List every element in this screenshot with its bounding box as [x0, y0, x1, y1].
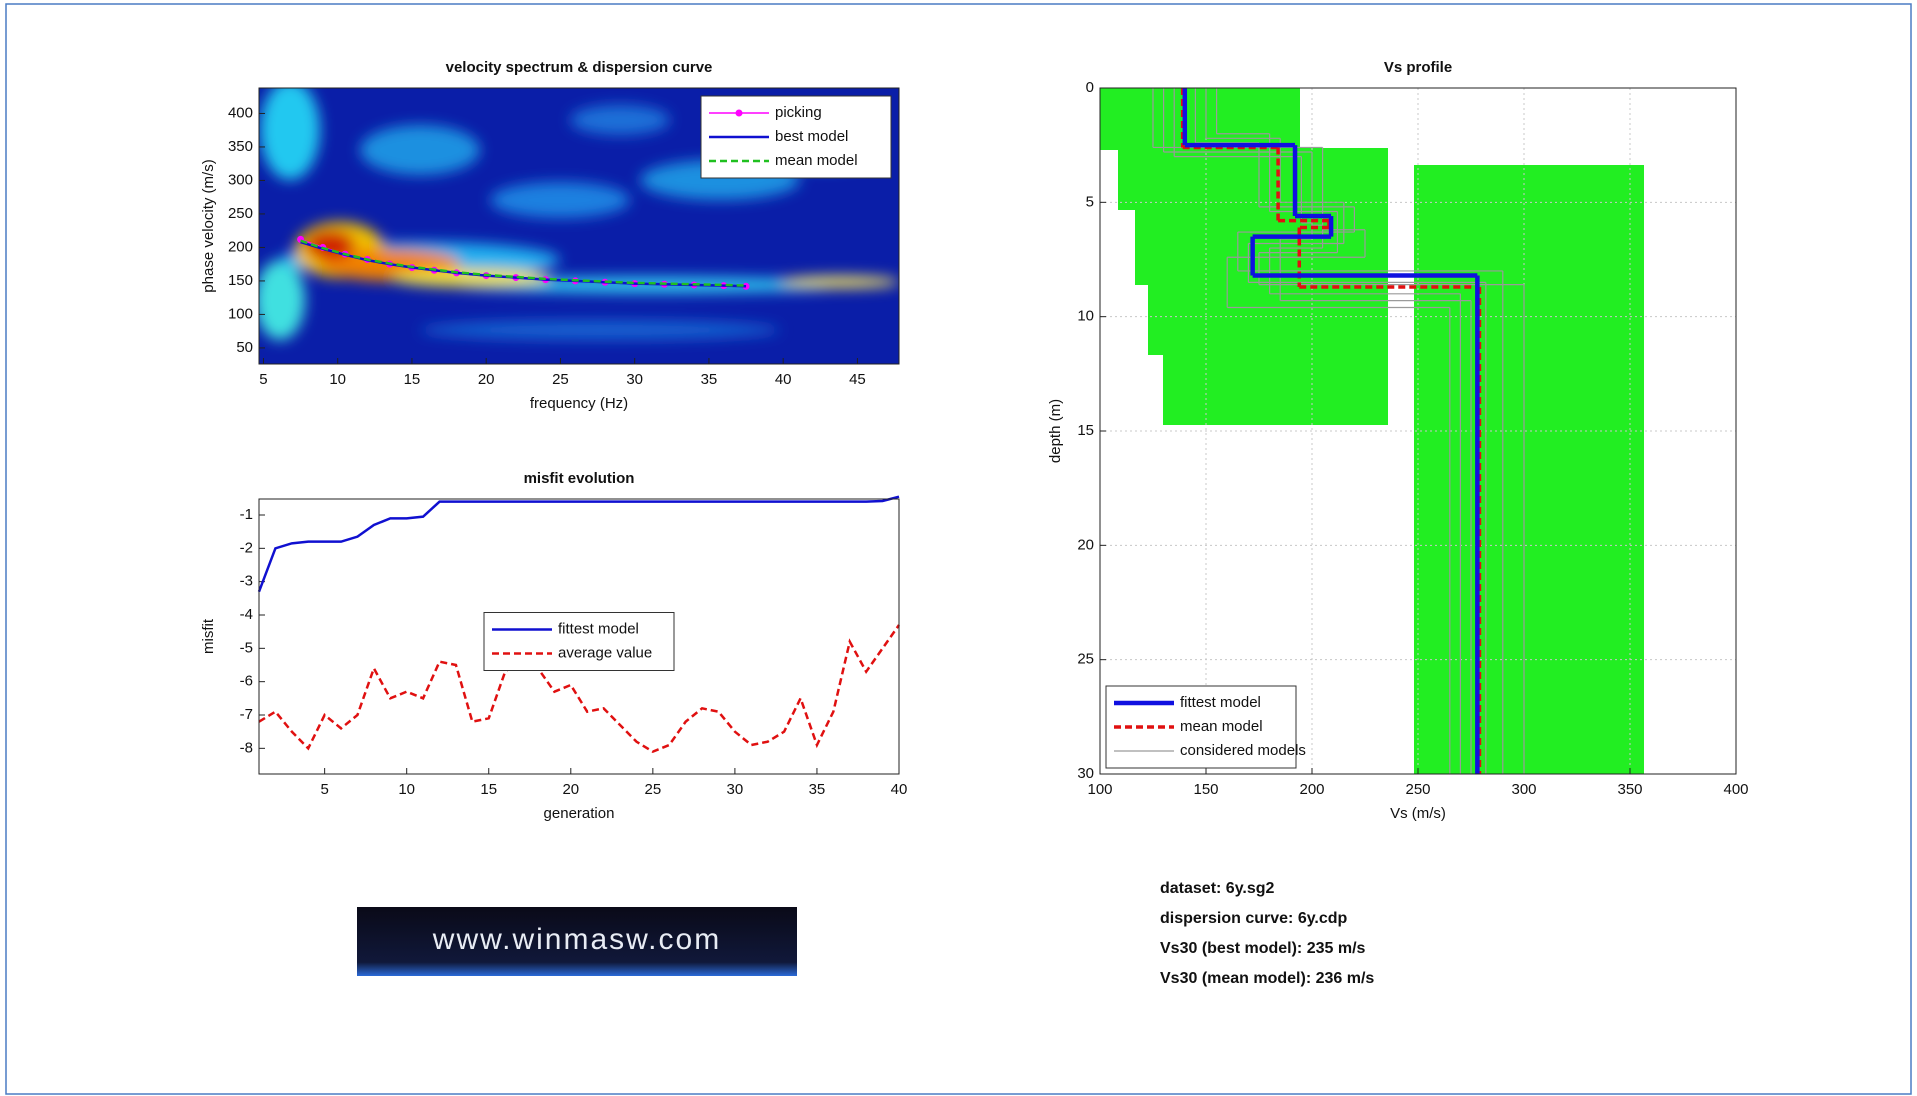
- y-tick-label: -4: [240, 606, 253, 623]
- y-tick-label: 300: [228, 171, 253, 188]
- info-block: dataset: 6y.sg2 dispersion curve: 6y.cdp…: [1160, 880, 1374, 987]
- legend-label: fittest model: [558, 620, 639, 637]
- x-axis-label: generation: [544, 805, 615, 822]
- logo: www.winmasw.com: [357, 907, 797, 976]
- x-tick-label: 40: [891, 781, 908, 798]
- y-tick-label: -8: [240, 739, 253, 756]
- x-tick-label: 25: [552, 371, 569, 388]
- x-tick-label: 100: [1087, 781, 1112, 798]
- y-tick-label: -7: [240, 706, 253, 723]
- y-tick-label: -6: [240, 673, 253, 690]
- y-axis-label: misfit: [200, 618, 217, 654]
- y-tick-label: 100: [228, 305, 253, 322]
- y-tick-label: -1: [240, 506, 253, 523]
- info-line: dispersion curve: 6y.cdp: [1160, 910, 1348, 927]
- x-tick-label: 200: [1299, 781, 1324, 798]
- search-space: [1100, 88, 1644, 774]
- series-line: [258, 624, 901, 754]
- x-tick-label: 300: [1511, 781, 1536, 798]
- chart-title: misfit evolution: [524, 470, 635, 487]
- legend-box: [483, 612, 675, 671]
- y-tick-label: 400: [228, 104, 253, 121]
- y-axis-label: depth (m): [1047, 399, 1064, 463]
- legend-marker: [735, 109, 743, 117]
- x-tick-label: 350: [1617, 781, 1642, 798]
- y-tick-label: -2: [240, 539, 253, 556]
- y-tick-label: 25: [1077, 651, 1094, 668]
- x-tick-label: 10: [398, 781, 415, 798]
- legend-label: considered models: [1180, 742, 1306, 759]
- x-tick-label: 25: [645, 781, 662, 798]
- legend-label: mean model: [1180, 718, 1263, 735]
- logo-text: www.winmasw.com: [432, 923, 721, 956]
- x-tick-label: 45: [849, 371, 866, 388]
- x-tick-label: 400: [1723, 781, 1748, 798]
- x-tick-label: 150: [1193, 781, 1218, 798]
- legend-label: average value: [558, 644, 652, 661]
- x-axis-label: Vs (m/s): [1390, 805, 1446, 822]
- plot-frame: [1099, 87, 1737, 775]
- chart: 5 10 15 20 25 30 35 40 45 50 100 150 200 250 300 350 400…: [200, 59, 900, 412]
- y-tick-label: 200: [228, 238, 253, 255]
- plot-frame: [258, 498, 900, 775]
- x-tick-label: 30: [727, 781, 744, 798]
- chart: 5 10 15 20 25 30 35 40 -8 -7 -6 -5 -4 -3 -2 -1 misfit ev…: [200, 470, 907, 822]
- x-tick-label: 5: [320, 781, 328, 798]
- x-tick-label: 40: [775, 371, 792, 388]
- legend-label: best model: [775, 128, 848, 145]
- y-tick-label: 350: [228, 138, 253, 155]
- y-tick-label: 10: [1077, 308, 1094, 325]
- x-axis-label: frequency (Hz): [530, 395, 628, 412]
- legend-label: picking: [775, 104, 822, 121]
- x-tick-label: 20: [562, 781, 579, 798]
- y-tick-label: 150: [228, 272, 253, 289]
- y-tick-label: 20: [1077, 536, 1094, 553]
- x-tick-label: 20: [478, 371, 495, 388]
- legend-label: mean model: [775, 152, 858, 169]
- series-line: [257, 495, 900, 593]
- chart-title: Vs profile: [1384, 59, 1452, 76]
- x-tick-label: 5: [259, 371, 267, 388]
- x-tick-label: 30: [626, 371, 643, 388]
- plot-frame: [258, 87, 900, 365]
- frame: [5, 3, 1912, 1095]
- info-line: Vs30 (best model): 235 m/s: [1160, 940, 1366, 957]
- series-line: [300, 239, 747, 287]
- chart: 100 150 200 250 300 350 400 0 5 10 15 20 25 30 Vs prof…: [1047, 59, 1749, 822]
- x-tick-label: 35: [809, 781, 826, 798]
- x-tick-label: 15: [480, 781, 497, 798]
- legend-label: fittest model: [1180, 694, 1261, 711]
- y-tick-label: 15: [1077, 422, 1094, 439]
- chart-title: velocity spectrum & dispersion curve: [446, 59, 713, 76]
- x-tick-label: 250: [1405, 781, 1430, 798]
- y-tick-label: 250: [228, 205, 253, 222]
- y-tick-label: 30: [1077, 765, 1094, 782]
- x-tick-label: 35: [701, 371, 718, 388]
- y-axis-label: phase velocity (m/s): [200, 159, 217, 292]
- y-tick-label: 5: [1086, 193, 1094, 210]
- info-line: Vs30 (mean model): 236 m/s: [1160, 970, 1374, 987]
- x-tick-label: 10: [329, 371, 346, 388]
- y-tick-label: -5: [240, 639, 253, 656]
- x-tick-label: 15: [404, 371, 421, 388]
- y-tick-label: 0: [1086, 79, 1094, 96]
- y-tick-label: 50: [236, 339, 253, 356]
- info-line: dataset: 6y.sg2: [1160, 880, 1275, 897]
- y-tick-label: -3: [240, 573, 253, 590]
